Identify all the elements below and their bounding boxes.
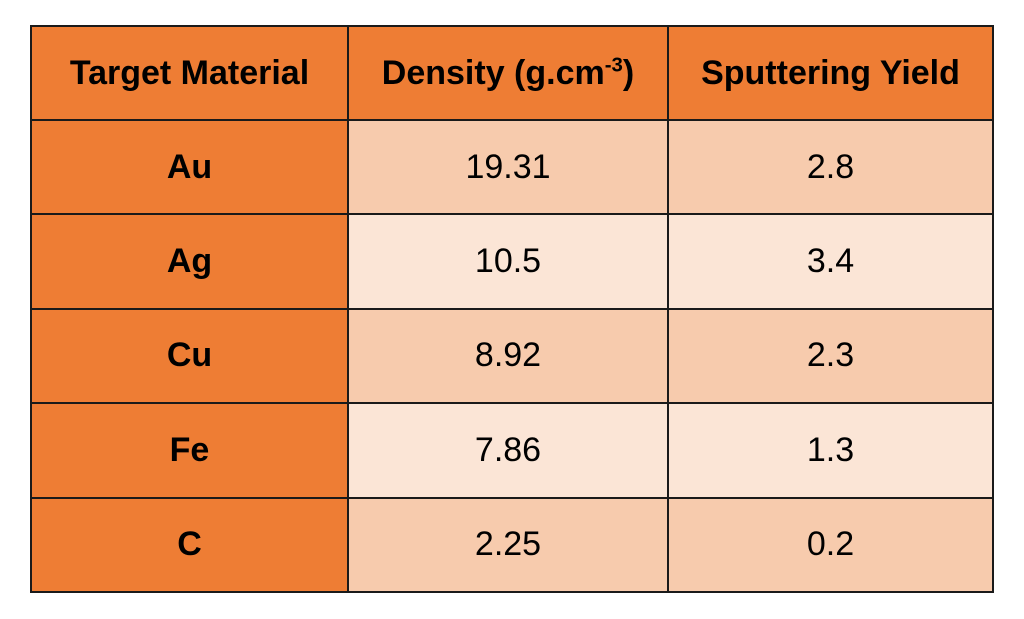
density-cell: 7.86 [347,402,669,499]
table-row: Au 19.31 2.8 [30,118,994,216]
materials-table: Target Material Density (g.cm-3) Sputter… [30,25,994,594]
header-sputtering-yield: Sputtering Yield [667,25,994,121]
header-density-close: ) [622,53,635,92]
density-cell: 10.5 [347,213,669,310]
yield-cell: 3.4 [667,213,994,310]
yield-cell: 0.2 [667,496,994,594]
table-row: Cu 8.92 2.3 [30,307,994,405]
density-cell: 8.92 [347,307,669,405]
density-cell: 19.31 [347,118,669,216]
header-density: Density (g.cm-3) [347,25,669,121]
material-cell: Au [30,118,349,216]
yield-cell: 2.8 [667,118,994,216]
header-density-text: Density (g.cm [381,53,605,92]
density-cell: 2.25 [347,496,669,594]
table-row: Ag 10.5 3.4 [30,213,994,310]
table-row: C 2.25 0.2 [30,496,994,594]
header-target-material: Target Material [30,25,349,121]
material-cell: C [30,496,349,594]
material-cell: Fe [30,402,349,499]
header-density-exponent: -3 [604,54,623,77]
table-header-row: Target Material Density (g.cm-3) Sputter… [30,25,994,121]
yield-cell: 2.3 [667,307,994,405]
material-cell: Cu [30,307,349,405]
table-row: Fe 7.86 1.3 [30,402,994,499]
yield-cell: 1.3 [667,402,994,499]
material-cell: Ag [30,213,349,310]
